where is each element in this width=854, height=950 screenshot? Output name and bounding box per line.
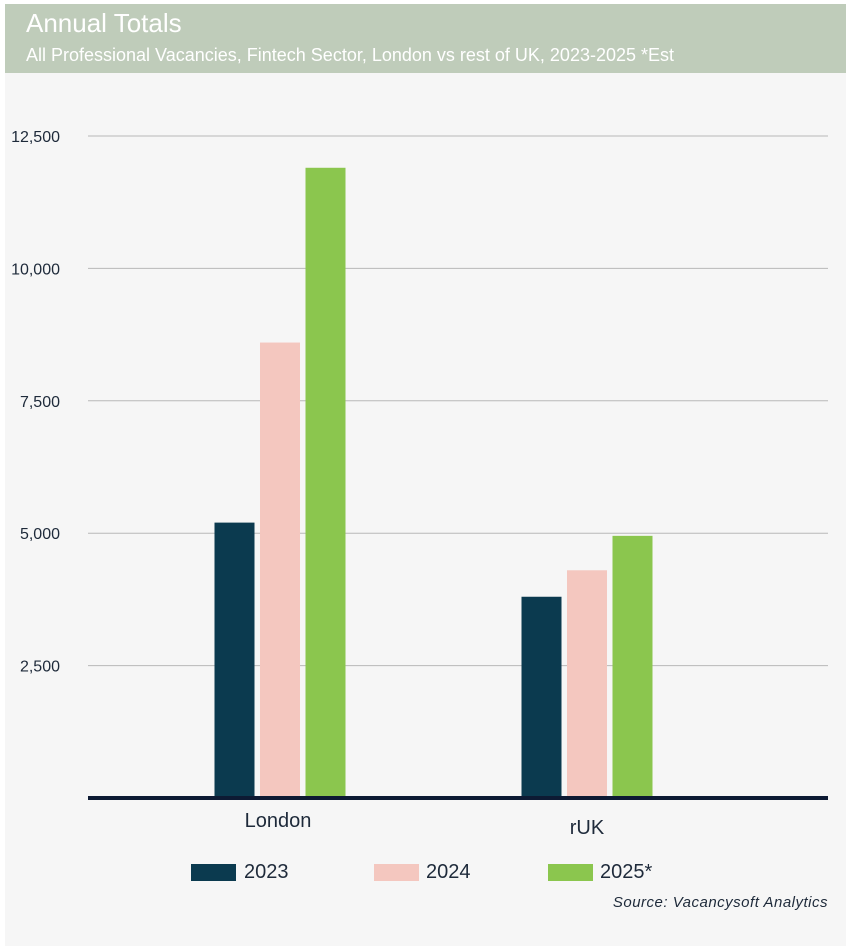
y-tick-label: 10,000 xyxy=(11,261,60,278)
y-tick-label: 7,500 xyxy=(20,394,60,411)
y-tick-label: 2,500 xyxy=(20,659,60,676)
bar-london-2025 xyxy=(305,167,346,798)
x-category-label: London xyxy=(245,810,312,832)
y-tick-label: 5,000 xyxy=(20,526,60,543)
chart-header: Annual Totals All Professional Vacancies… xyxy=(5,4,846,73)
x-category-label: rUK xyxy=(570,817,605,839)
bar-ruk-2023 xyxy=(521,596,562,798)
source-note: Source: Vacancysoft Analytics xyxy=(612,894,828,911)
legend-swatch xyxy=(548,864,593,881)
legend-label: 2025* xyxy=(600,861,652,883)
legend-swatch xyxy=(191,864,236,881)
legend-swatch xyxy=(374,864,419,881)
chart-subtitle: All Professional Vacancies, Fintech Sect… xyxy=(26,45,675,65)
legend-label: 2024 xyxy=(426,861,471,883)
bar-london-2024 xyxy=(260,342,300,798)
bar-ruk-2024 xyxy=(567,570,607,798)
bar-ruk-2025 xyxy=(612,535,653,798)
chart-title: Annual Totals xyxy=(26,8,182,38)
bar-london-2023 xyxy=(214,522,255,798)
y-tick-label: 12,500 xyxy=(11,129,60,146)
legend-label: 2023 xyxy=(244,861,289,883)
chart-panel xyxy=(5,73,846,946)
